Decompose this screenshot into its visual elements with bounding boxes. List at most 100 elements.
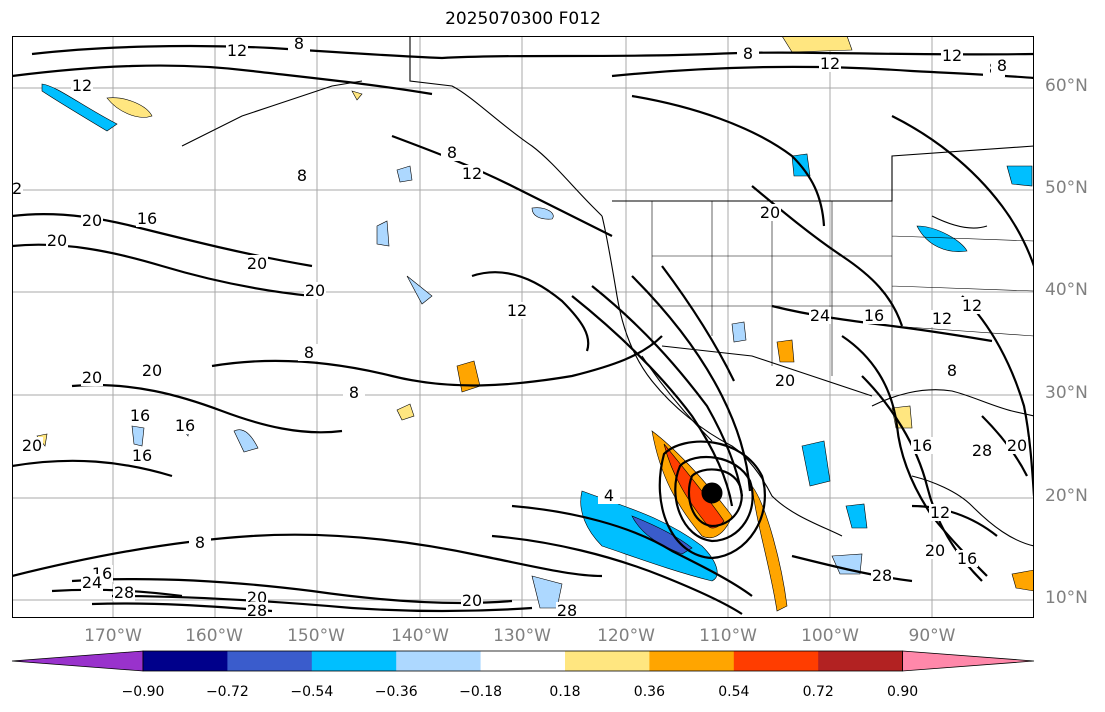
contour-label: 16 <box>132 446 152 465</box>
lightblue-patch-east-2 <box>845 503 868 529</box>
colorbar-segment <box>227 651 313 671</box>
colorbar-extend-min <box>11 650 144 672</box>
contour-label-bg <box>71 77 93 94</box>
yellow-patch-mid <box>351 90 363 101</box>
contour-label-bg <box>81 574 103 591</box>
lon-label-150w: 150°W <box>287 626 345 646</box>
lon-label-130w: 130°W <box>493 626 551 646</box>
contour-label: 20 <box>760 203 780 222</box>
contour-label: 12 <box>820 54 840 73</box>
contour-20-south <box>111 594 533 613</box>
contour-28-east <box>791 554 913 583</box>
contour-label: 12 <box>507 301 527 320</box>
contour-label-bg <box>991 57 1013 74</box>
contour-label-bg <box>506 302 528 319</box>
contour-label-bg <box>12 180 23 197</box>
contour-label-bg <box>304 282 326 299</box>
great-lakes <box>931 215 988 229</box>
colorbar-frame <box>142 650 903 672</box>
contour-label-bg <box>21 437 43 454</box>
contour-label: 12 <box>12 179 22 198</box>
coastline-aleutians <box>181 80 363 147</box>
contour-label: 12 <box>932 309 952 328</box>
contour-label-bg <box>246 589 268 606</box>
contour-label-bg <box>941 47 963 64</box>
contour-8-mid <box>211 335 663 387</box>
contour-20-w2 <box>71 383 343 434</box>
contour-label: 20 <box>462 591 482 610</box>
contour-label-bg <box>461 165 483 182</box>
contour-label-bg <box>343 384 365 401</box>
contour-label: 16 <box>137 209 157 228</box>
colorbar-segment <box>649 651 735 671</box>
contour-label-bg <box>819 55 841 72</box>
colorbar-tick-label: 0.36 <box>633 684 665 700</box>
contour-label: 12 <box>227 41 247 60</box>
contour-label-bg <box>931 310 953 327</box>
lightblue-patch-1 <box>396 165 413 183</box>
canada-border <box>612 145 1034 202</box>
lon-label-110w: 110°W <box>699 626 757 646</box>
contour-label-bg <box>298 344 320 361</box>
map-panel[interactable]: 12 8 12 12 8 8 12 12 8 8 16 20 20 20 20 12 8 20 20 8 16 16 20 1… <box>12 36 1034 618</box>
lightblue-patch-east-1 <box>801 440 831 487</box>
contour-8-canada <box>631 94 826 227</box>
lon-label-90w: 90°W <box>908 626 956 646</box>
contour-label: 20 <box>47 231 67 250</box>
contour-label-bg <box>971 442 993 459</box>
contour-label-bg <box>291 167 313 184</box>
contour-label: 28 <box>872 566 892 585</box>
lon-label-100w: 100°W <box>801 626 859 646</box>
contour-label-bg <box>131 447 153 464</box>
contour-label-bg <box>774 372 796 389</box>
contour-label: 8 <box>997 56 1007 75</box>
contour-lines <box>12 44 1034 615</box>
contour-16-east <box>841 335 988 577</box>
contour-label: 16 <box>130 406 150 425</box>
contour-label-bg <box>871 567 893 584</box>
contour-12-east <box>911 504 998 537</box>
contour-label: 8 <box>294 36 304 53</box>
colorbar-tick-label: 0.72 <box>802 684 834 700</box>
contour-label-bg <box>113 584 135 601</box>
lon-label-120w: 120°W <box>597 626 655 646</box>
lightblue-patch-2 <box>531 207 554 220</box>
contour-label: 20 <box>925 541 945 560</box>
contour-label: 12 <box>930 503 950 522</box>
darkblue-band-storm <box>631 515 693 555</box>
contour-label-bg <box>1006 437 1028 454</box>
colorbar-segment <box>396 651 482 671</box>
colorbar-segment <box>733 651 819 671</box>
colorbar-extend-max <box>902 650 1035 672</box>
red-band-storm <box>663 443 725 529</box>
colorbar-segment <box>818 651 904 671</box>
colorbar-segment <box>565 651 650 671</box>
contour-12-mid <box>471 271 590 352</box>
colorbar-tick-label: 0.54 <box>718 684 750 700</box>
contour-20-canada <box>891 115 1034 267</box>
contour-label-bg <box>863 307 885 324</box>
contour-storm-ring-2 <box>674 455 754 543</box>
lightblue-patch-gulf <box>916 225 968 252</box>
contour-12-north <box>12 64 433 96</box>
contour-label: 16 <box>912 436 932 455</box>
contour-label-bg <box>136 210 158 227</box>
contour-storm-3 <box>631 275 752 492</box>
lat-label-30n: 30°N <box>1045 383 1088 403</box>
contour-label: 16 <box>175 416 195 435</box>
contour-label: 20 <box>1007 436 1027 455</box>
lightblue-patch-ne <box>1006 165 1033 187</box>
coastline-alaska <box>409 36 603 217</box>
colorbar-tick-label: 0.18 <box>549 684 581 700</box>
coastlines <box>181 36 1034 547</box>
contour-16-sw <box>12 459 173 478</box>
lon-label-170w: 170°W <box>84 626 142 646</box>
lightblue-patch-4 <box>406 275 433 305</box>
contour-label: 28 <box>114 583 134 602</box>
contour-label: 20 <box>82 211 102 230</box>
contour-label-bg <box>556 602 578 618</box>
contour-label: 16 <box>864 306 884 325</box>
contour-label: 8 <box>947 361 957 380</box>
contour-label-bg <box>941 362 963 379</box>
lat-label-10n: 10°N <box>1045 588 1088 608</box>
